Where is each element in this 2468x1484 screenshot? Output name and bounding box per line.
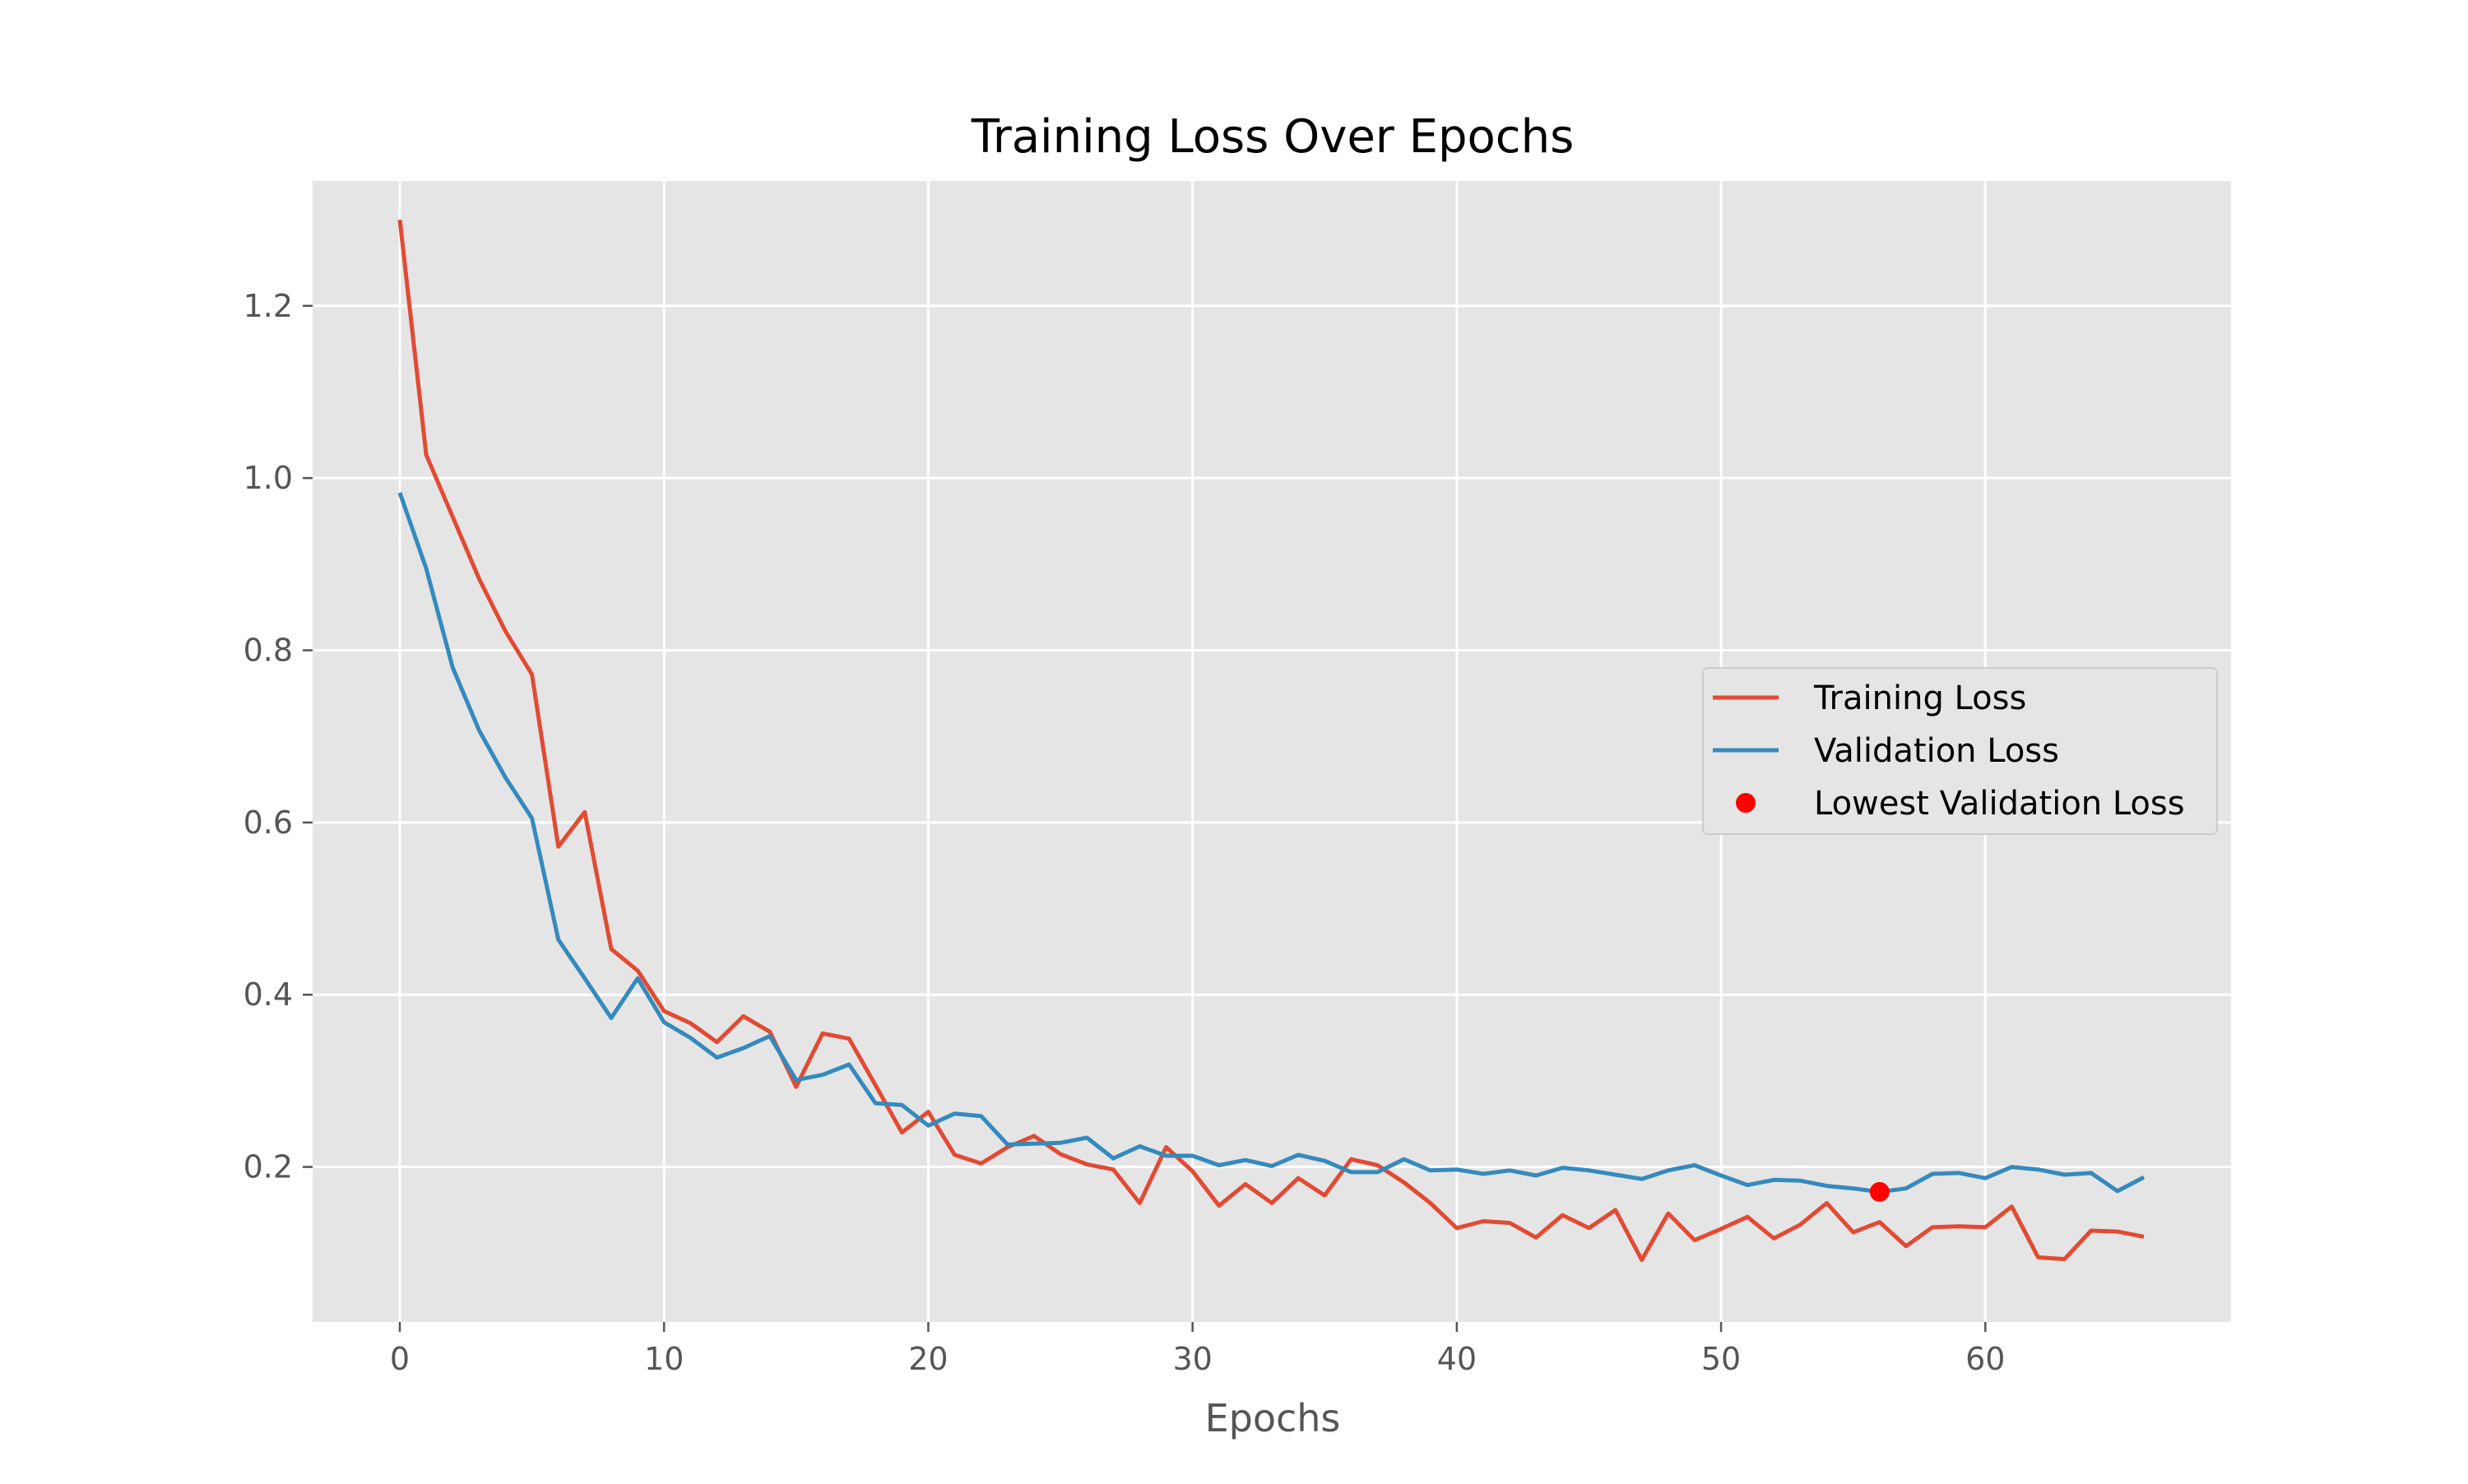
lowest-validation-loss-marker	[1869, 1181, 1890, 1202]
legend-label: Lowest Validation Loss	[1814, 785, 2185, 823]
legend-label: Validation Loss	[1814, 732, 2059, 770]
y-tick-label: 0.2	[244, 1149, 293, 1185]
series-lines	[397, 219, 2146, 1263]
x-axis-label: Epochs	[1205, 1396, 1341, 1440]
y-tick-label: 0.8	[244, 633, 293, 669]
x-tick-label: 0	[390, 1341, 410, 1377]
training-loss-line	[397, 219, 2145, 1263]
validation-loss-line	[397, 492, 2146, 1194]
y-tick-label: 0.4	[244, 976, 293, 1013]
chart-title: Training Loss Over Epochs	[971, 110, 1575, 164]
x-tick-label: 60	[1965, 1341, 2005, 1377]
axis-ticks: 0 10 20 30 40 50 60 0.2 0.4 0.6 0.8 1.0 1.2	[244, 288, 2006, 1377]
x-tick-label: 30	[1172, 1341, 1212, 1377]
legend-box	[1702, 667, 2218, 835]
x-tick-label: 50	[1701, 1341, 1741, 1377]
legend-label: Training Loss	[1813, 679, 2026, 717]
legend-swatch-dot	[1736, 793, 1756, 813]
markers	[1869, 1181, 1890, 1202]
y-tick-label: 0.6	[244, 805, 293, 841]
legend: Training Loss Validation Loss Lowest Valid…	[1702, 667, 2218, 835]
y-tick-label: 1.0	[244, 460, 293, 496]
x-tick-label: 10	[644, 1341, 684, 1377]
x-tick-label: 20	[908, 1341, 948, 1377]
x-tick-label: 40	[1437, 1341, 1477, 1377]
y-tick-label: 1.2	[244, 288, 293, 324]
